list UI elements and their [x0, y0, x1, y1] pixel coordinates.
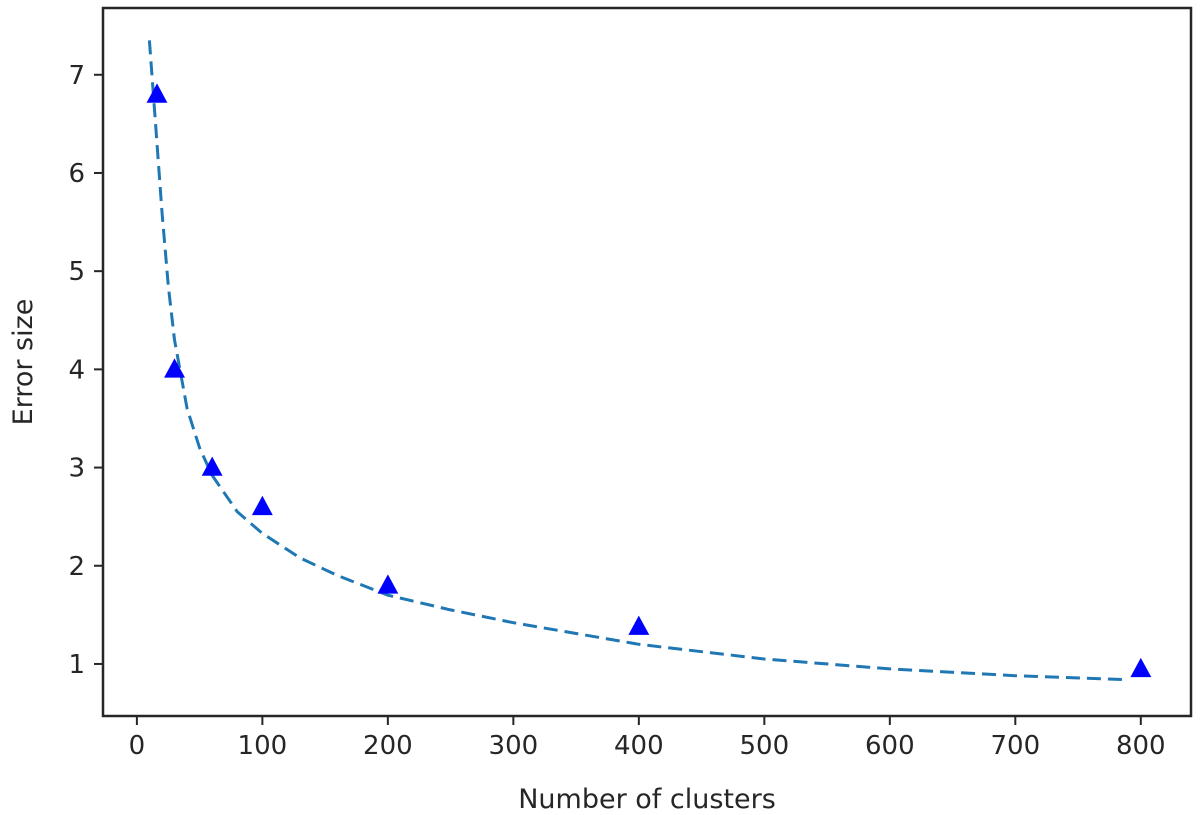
y-tick-label: 3: [68, 454, 85, 484]
y-axis-ticks: 1 2 3 4 5 6 7: [68, 61, 103, 680]
y-tick-label: 1: [68, 650, 85, 680]
x-tick-label: 100: [238, 731, 288, 761]
x-axis-label: Number of clusters: [518, 784, 776, 815]
plot-area: [101, 6, 1193, 718]
y-tick-label: 5: [68, 257, 85, 287]
series-layer: [146, 40, 1152, 682]
fit-curve-line: [147, 40, 1129, 682]
y-tick-label: 2: [68, 552, 85, 582]
x-axis-ticks: 0 100 200 300 400 500 600 700 800: [129, 716, 1166, 761]
data-point-triangle: [1130, 657, 1152, 678]
data-point-triangle: [146, 83, 168, 103]
x-tick-label: 300: [489, 731, 539, 761]
data-point-triangle: [251, 495, 273, 516]
x-tick-label: 700: [990, 731, 1040, 761]
data-point-triangle: [377, 574, 399, 594]
x-tick-label: 200: [363, 731, 413, 761]
y-tick-label: 4: [68, 355, 85, 385]
y-axis-label: Error size: [8, 299, 39, 426]
x-tick-label: 400: [614, 731, 664, 761]
x-tick-label: 800: [1116, 731, 1166, 761]
data-point-triangle: [201, 456, 223, 476]
y-tick-label: 6: [68, 159, 85, 189]
data-point-triangle: [628, 615, 650, 635]
x-tick-label: 0: [129, 731, 146, 761]
y-tick-label: 7: [68, 61, 85, 91]
data-point-triangle: [164, 358, 185, 378]
x-tick-label: 600: [865, 731, 915, 761]
x-tick-label: 500: [740, 731, 790, 761]
